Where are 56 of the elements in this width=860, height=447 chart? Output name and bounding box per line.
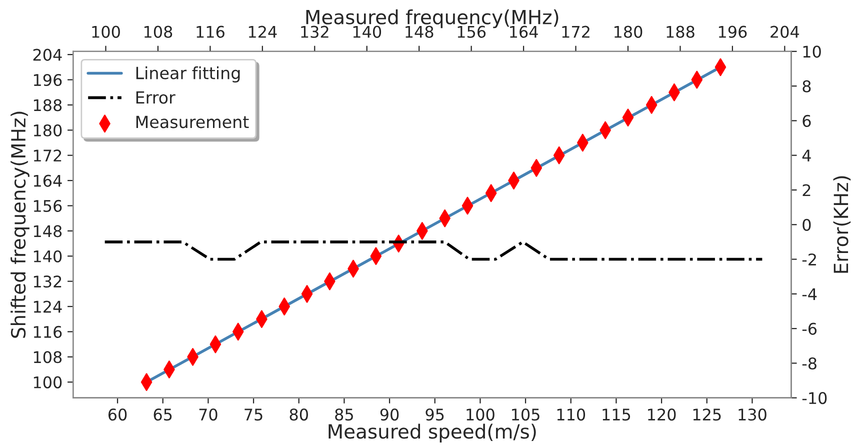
x2-tick-label: 172 — [562, 26, 590, 38]
y-tick-label: 140 — [34, 250, 62, 262]
y-tick-label: 180 — [34, 124, 62, 136]
y-tick-label: 148 — [34, 225, 62, 238]
x2-tick-label: 100 — [92, 26, 120, 38]
x2-tick-label: 180 — [614, 26, 642, 38]
y2-tick-label: 10 — [803, 46, 821, 58]
y2-tick-label: 6 — [802, 114, 811, 127]
x-tick-label: 110 — [557, 408, 586, 421]
y-axis-title: Shifted frequency(MHz) — [10, 112, 30, 338]
y-tick-label: 164 — [34, 174, 62, 187]
y2-tick-label: 2 — [802, 184, 810, 196]
y-tick-label: 132 — [34, 276, 62, 288]
legend-label: Error — [136, 91, 176, 104]
y2-tick-label: -8 — [802, 357, 816, 370]
y-tick-label: 108 — [34, 351, 62, 364]
x-tick-label: 130 — [738, 408, 766, 421]
y2-tick-label: -6 — [802, 322, 817, 335]
x2-tick-label: 204 — [770, 26, 800, 38]
y2-tick-label: 0 — [802, 218, 811, 231]
y2-tick-label: -4 — [802, 288, 817, 300]
x-tick-label: 95 — [426, 408, 444, 421]
y2-axis-title: Error(KHz) — [833, 176, 851, 273]
x2-tick-label: 188 — [666, 26, 694, 38]
legend-label: Linear fitting — [136, 66, 240, 83]
y2-tick-label: 8 — [802, 80, 811, 92]
x-tick-label: 105 — [512, 408, 540, 421]
x-tick-label: 60 — [108, 408, 127, 421]
x-tick-label: 125 — [693, 408, 721, 421]
y-tick-label: 196 — [34, 74, 62, 86]
x-tick-label: 115 — [602, 408, 630, 421]
x-tick-label: 85 — [335, 408, 353, 421]
x2-tick-label: 140 — [353, 26, 382, 38]
y2-tick-label: -2 — [802, 253, 816, 266]
x-tick-label: 100 — [466, 408, 494, 421]
x-tick-label: 75 — [244, 408, 262, 421]
y-tick-label: 204 — [33, 48, 62, 61]
x-tick-label: 65 — [154, 408, 172, 421]
x-tick-label: 90 — [380, 408, 399, 421]
y-tick-label: 124 — [34, 300, 62, 313]
x-tick-label: 80 — [290, 408, 308, 421]
y-tick-label: 156 — [34, 200, 62, 212]
y-tick-label: 188 — [34, 99, 62, 112]
legend-label: Measurement — [136, 116, 249, 128]
x2-tick-label: 116 — [196, 26, 224, 38]
x-tick-label: 120 — [648, 408, 676, 421]
y2-tick-label: 4 — [802, 150, 811, 162]
y2-tick-label: -10 — [802, 392, 827, 404]
x2-tick-label: 196 — [718, 26, 747, 38]
x-tick-label: 70 — [199, 408, 218, 421]
x2-tick-label: 108 — [144, 26, 172, 38]
x-axis-title: Measured speed(m/s) — [328, 424, 536, 443]
x2-tick-label: 124 — [248, 26, 277, 38]
y-tick-label: 100 — [34, 376, 62, 388]
y-tick-label: 116 — [34, 326, 62, 338]
y-tick-label: 172 — [34, 150, 62, 162]
